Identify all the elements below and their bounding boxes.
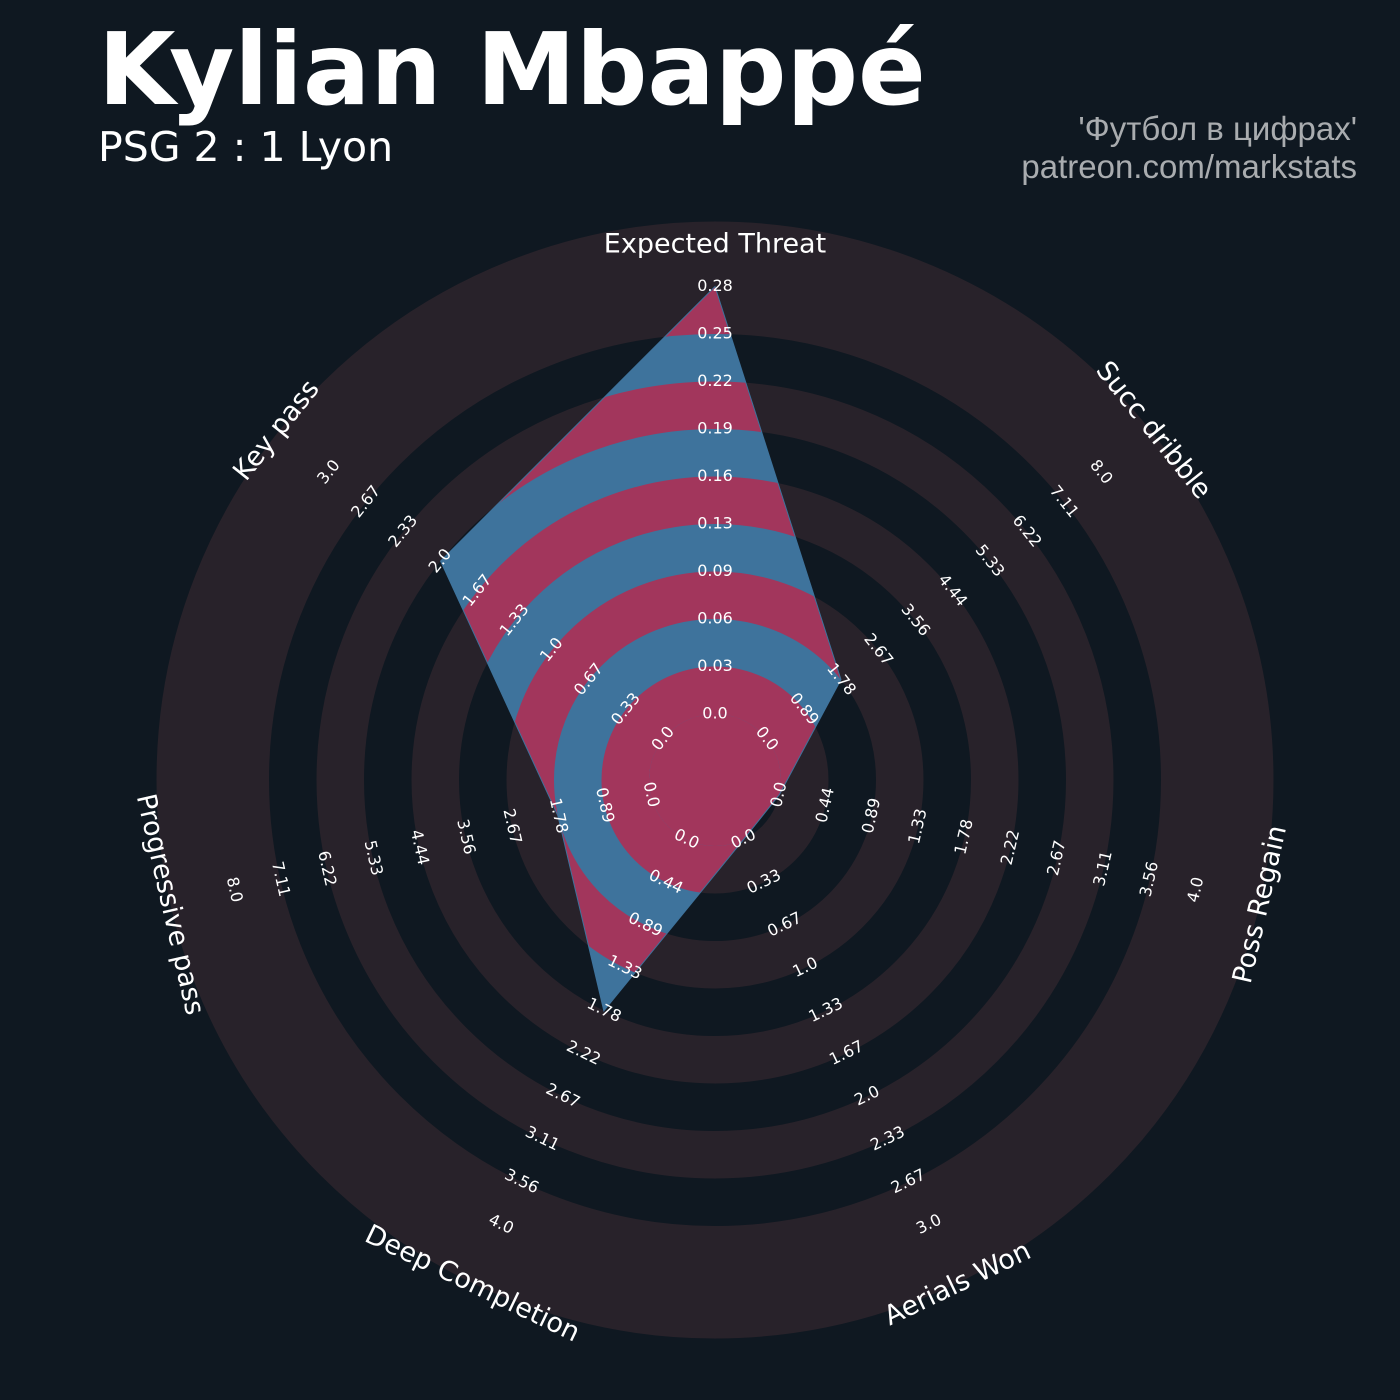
tick-label: 0.0 bbox=[702, 704, 727, 723]
tick-label: 0.13 bbox=[697, 514, 733, 533]
credit-block: 'Футбол в цифрах' patreon.com/markstats bbox=[1021, 110, 1357, 186]
tick-label: 0.03 bbox=[697, 656, 733, 675]
param-label: Expected Threat bbox=[604, 229, 826, 260]
player-fill-red bbox=[440, 381, 841, 1011]
tick-label: 0.09 bbox=[697, 561, 733, 580]
player-fill-red bbox=[649, 714, 781, 846]
tick-label: 0.22 bbox=[697, 371, 733, 390]
ring-band bbox=[156, 221, 1274, 1339]
tick-label: 0.25 bbox=[697, 324, 733, 343]
tick-label: 0.19 bbox=[697, 419, 733, 438]
player-fill-red bbox=[440, 476, 841, 1011]
credit-url: patreon.com/markstats bbox=[1021, 148, 1357, 185]
tick-label: 0.16 bbox=[697, 466, 733, 485]
credit-brand: 'Футбол в цифрах' bbox=[1078, 110, 1357, 147]
match-score-subtitle: PSG 2 : 1 Lyon bbox=[98, 123, 394, 171]
tick-label: 0.28 bbox=[697, 276, 733, 295]
player-name-title: Kylian Mbappé bbox=[98, 11, 926, 128]
tick-label: 0.06 bbox=[697, 609, 733, 628]
player-outline bbox=[439, 285, 842, 1012]
